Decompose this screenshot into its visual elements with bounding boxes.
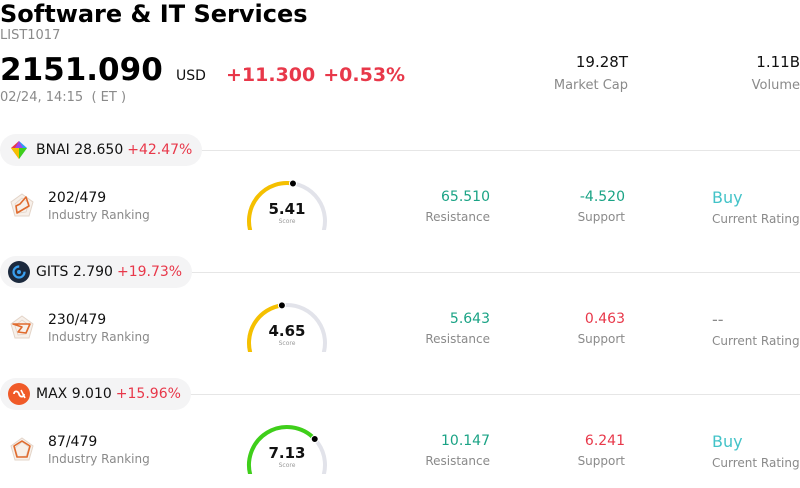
current-rating-label: Current Rating — [712, 334, 800, 348]
volume-value: 1.11B — [756, 53, 800, 71]
support-value: -4.520 — [579, 189, 625, 205]
stock-pill[interactable]: MAX 9.010 +15.96% — [0, 378, 191, 410]
index-price: 2151.090 — [0, 52, 163, 88]
gauge-marker — [310, 435, 319, 444]
score-label: Score — [278, 340, 296, 347]
stock-pill[interactable]: GITS 2.790 +19.73% — [0, 256, 193, 288]
support-label: Support — [577, 332, 625, 346]
stock-card-max[interactable]: MAX 9.010 +15.96% 87/479 Industry Rankin… — [0, 378, 800, 488]
change-percent: +0.53% — [323, 64, 406, 86]
industry-rank-label: Industry Ranking — [48, 208, 150, 222]
gauge-marker — [277, 302, 286, 310]
score-gauge — [247, 302, 327, 352]
divider — [0, 150, 800, 151]
prism-logo-icon — [8, 139, 30, 161]
score-label: Score — [278, 218, 296, 225]
current-rating-label: Current Rating — [712, 212, 800, 226]
stock-ticker: MAX — [36, 386, 68, 402]
gauge-fill — [247, 425, 317, 474]
market-cap-label: Market Cap — [553, 78, 628, 93]
support-value: 6.241 — [584, 433, 625, 449]
stock-ticker: GITS — [36, 264, 69, 280]
gauge-fill — [247, 303, 284, 352]
price-change: +11.300 +0.53% — [226, 64, 413, 86]
timestamp: 02/24, 14:15 ( ET ) — [0, 90, 127, 105]
currency-label: USD — [176, 68, 206, 84]
stock-price: 28.650 — [74, 142, 124, 158]
radar-chart-icon — [10, 193, 34, 217]
industry-rank-value: 230/479 — [48, 312, 107, 328]
resistance-value: 65.510 — [441, 189, 490, 205]
current-rating-value: Buy — [712, 432, 743, 451]
current-rating-label: Current Rating — [712, 456, 800, 470]
gauge-fill — [247, 181, 295, 230]
score-value: 4.65 — [268, 322, 306, 340]
score-gauge — [247, 180, 327, 230]
market-cap-value: 19.28T — [575, 53, 628, 71]
radar-chart-icon — [10, 437, 34, 461]
swirl-logo-icon — [8, 261, 30, 283]
resistance-label: Resistance — [425, 210, 490, 224]
stock-change-percent: +42.47% — [127, 142, 193, 158]
divider — [0, 272, 800, 273]
support-value: 0.463 — [584, 311, 625, 327]
gauge-marker — [288, 180, 297, 188]
stock-card-bnai[interactable]: BNAI 28.650 +42.47% 202/479 Industry Ran… — [0, 134, 800, 256]
industry-rank-value: 87/479 — [48, 434, 98, 450]
score-value: 5.41 — [268, 200, 306, 218]
stock-price: 9.010 — [71, 386, 112, 402]
support-label: Support — [577, 210, 625, 224]
stock-change-percent: +15.96% — [115, 386, 181, 402]
resistance-value: 10.147 — [441, 433, 490, 449]
resistance-label: Resistance — [425, 332, 490, 346]
index-code: LIST1017 — [0, 28, 61, 43]
page-title: Software & IT Services — [0, 0, 308, 28]
radar-chart-icon — [10, 315, 34, 339]
stock-pill[interactable]: BNAI 28.650 +42.47% — [0, 134, 203, 166]
current-rating-value: Buy — [712, 188, 743, 207]
volume-label: Volume — [751, 78, 800, 93]
score-value: 7.13 — [268, 444, 306, 462]
current-rating-value: -- — [712, 310, 724, 329]
resistance-value: 5.643 — [449, 311, 490, 327]
max-logo-icon — [8, 383, 30, 405]
score-label: Score — [278, 462, 296, 469]
stock-price: 2.790 — [72, 264, 113, 280]
support-label: Support — [577, 454, 625, 468]
industry-rank-value: 202/479 — [48, 190, 107, 206]
resistance-label: Resistance — [425, 454, 490, 468]
industry-rank-label: Industry Ranking — [48, 330, 150, 344]
stock-change-percent: +19.73% — [116, 264, 183, 280]
score-gauge — [247, 425, 327, 474]
industry-rank-label: Industry Ranking — [48, 452, 150, 466]
divider — [0, 394, 800, 395]
stock-card-gits[interactable]: GITS 2.790 +19.73% 230/479 Industry Rank… — [0, 256, 800, 378]
change-absolute: +11.300 — [226, 64, 316, 86]
stock-ticker: BNAI — [36, 142, 70, 158]
